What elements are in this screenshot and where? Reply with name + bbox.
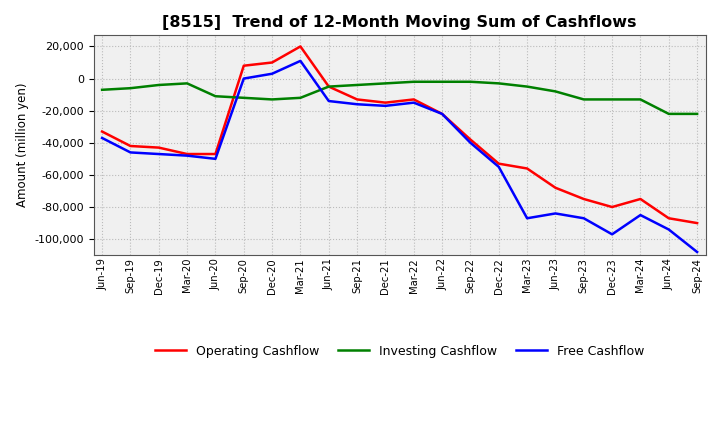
Investing Cashflow xyxy=(495,81,503,86)
Free Cashflow xyxy=(608,232,616,237)
Free Cashflow xyxy=(240,76,248,81)
Free Cashflow xyxy=(126,150,135,155)
Operating Cashflow xyxy=(580,196,588,202)
Investing Cashflow xyxy=(410,79,418,84)
Investing Cashflow xyxy=(551,89,559,94)
Investing Cashflow xyxy=(523,84,531,89)
Operating Cashflow xyxy=(523,166,531,171)
Free Cashflow xyxy=(636,213,644,218)
Free Cashflow xyxy=(381,103,390,109)
Free Cashflow xyxy=(580,216,588,221)
Free Cashflow xyxy=(183,153,192,158)
Operating Cashflow xyxy=(183,151,192,157)
Investing Cashflow xyxy=(580,97,588,102)
Free Cashflow xyxy=(268,71,276,77)
Operating Cashflow xyxy=(381,100,390,105)
Operating Cashflow xyxy=(325,84,333,89)
Operating Cashflow xyxy=(296,44,305,49)
Operating Cashflow xyxy=(211,151,220,157)
Operating Cashflow xyxy=(665,216,673,221)
Operating Cashflow xyxy=(126,143,135,149)
Free Cashflow xyxy=(551,211,559,216)
Free Cashflow xyxy=(98,136,107,141)
Legend: Operating Cashflow, Investing Cashflow, Free Cashflow: Operating Cashflow, Investing Cashflow, … xyxy=(150,341,649,363)
Investing Cashflow xyxy=(353,82,361,88)
Free Cashflow xyxy=(466,140,474,146)
Investing Cashflow xyxy=(665,111,673,117)
Operating Cashflow xyxy=(268,60,276,65)
Free Cashflow xyxy=(523,216,531,221)
Investing Cashflow xyxy=(608,97,616,102)
Free Cashflow xyxy=(353,102,361,107)
Free Cashflow xyxy=(211,156,220,161)
Investing Cashflow xyxy=(381,81,390,86)
Free Cashflow xyxy=(438,111,446,117)
Free Cashflow xyxy=(325,99,333,104)
Operating Cashflow xyxy=(410,97,418,102)
Investing Cashflow xyxy=(126,85,135,91)
Operating Cashflow xyxy=(98,129,107,134)
Investing Cashflow xyxy=(240,95,248,100)
Investing Cashflow xyxy=(636,97,644,102)
Free Cashflow xyxy=(155,151,163,157)
Free Cashflow xyxy=(410,100,418,105)
Investing Cashflow xyxy=(98,87,107,92)
Operating Cashflow xyxy=(466,137,474,142)
Operating Cashflow xyxy=(155,145,163,150)
Line: Free Cashflow: Free Cashflow xyxy=(102,61,697,252)
Y-axis label: Amount (million yen): Amount (million yen) xyxy=(16,83,29,207)
Operating Cashflow xyxy=(551,185,559,191)
Investing Cashflow xyxy=(211,94,220,99)
Operating Cashflow xyxy=(636,196,644,202)
Free Cashflow xyxy=(693,249,701,255)
Investing Cashflow xyxy=(296,95,305,100)
Investing Cashflow xyxy=(466,79,474,84)
Investing Cashflow xyxy=(438,79,446,84)
Line: Investing Cashflow: Investing Cashflow xyxy=(102,82,697,114)
Investing Cashflow xyxy=(693,111,701,117)
Operating Cashflow xyxy=(353,97,361,102)
Investing Cashflow xyxy=(155,82,163,88)
Investing Cashflow xyxy=(268,97,276,102)
Operating Cashflow xyxy=(495,161,503,166)
Investing Cashflow xyxy=(183,81,192,86)
Title: [8515]  Trend of 12-Month Moving Sum of Cashflows: [8515] Trend of 12-Month Moving Sum of C… xyxy=(162,15,637,30)
Operating Cashflow xyxy=(240,63,248,68)
Line: Operating Cashflow: Operating Cashflow xyxy=(102,47,697,223)
Free Cashflow xyxy=(665,227,673,232)
Free Cashflow xyxy=(296,58,305,63)
Operating Cashflow xyxy=(693,220,701,226)
Operating Cashflow xyxy=(438,111,446,117)
Investing Cashflow xyxy=(325,84,333,89)
Operating Cashflow xyxy=(608,205,616,210)
Free Cashflow xyxy=(495,164,503,169)
